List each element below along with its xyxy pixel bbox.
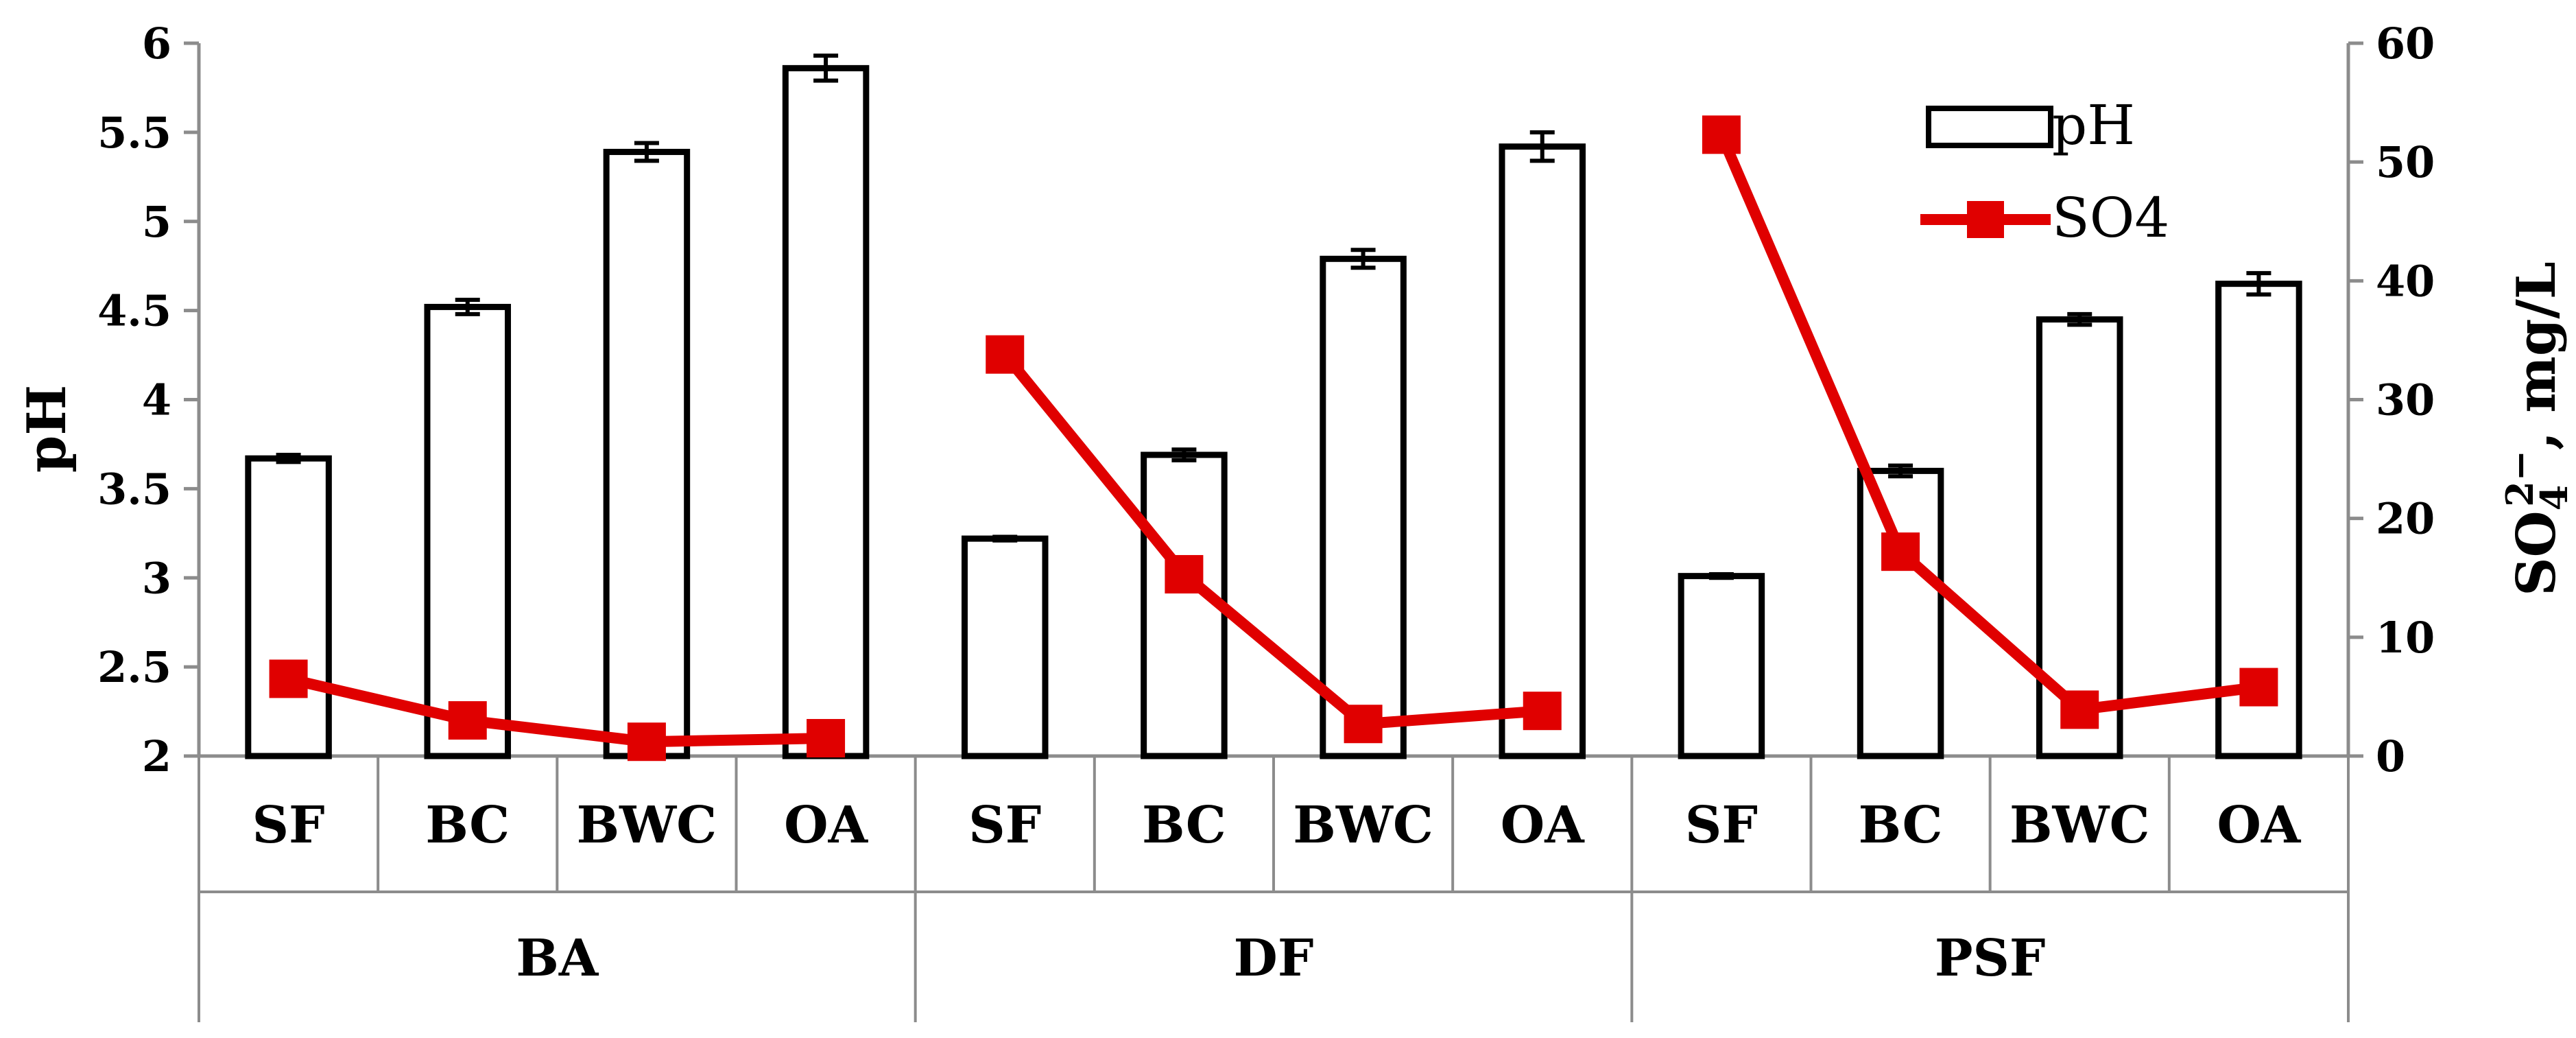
y-left-tick-label: 5.5 — [97, 108, 171, 158]
y-left-axis-title: pH — [16, 385, 78, 473]
so4-marker — [448, 701, 487, 740]
bar — [1857, 467, 1944, 759]
bar — [424, 303, 512, 759]
category-label: BC — [1142, 796, 1226, 855]
y-right-axis-title: SO42−, mg/L — [2498, 261, 2576, 595]
y-left-tick-label: 4 — [142, 375, 171, 425]
y-right-label-sub: 4 — [2532, 485, 2576, 511]
y-right-tick-label: 60 — [2376, 19, 2435, 69]
group-label: BA — [516, 929, 599, 988]
y-left-tick-label: 3 — [142, 553, 171, 603]
category-label: OA — [1501, 796, 1585, 855]
legend-so4-marker — [1967, 201, 2004, 238]
category-label: BC — [425, 796, 510, 855]
category-labels: SF BC BWC OA BA SF BC BWC OA DF SF BC BWC OA PSF — [252, 796, 2302, 988]
y-right-tick-label: 0 — [2376, 731, 2405, 781]
category-label: SF — [968, 796, 1041, 855]
y-right-label-main: SO — [2505, 510, 2568, 595]
category-label: BWC — [1293, 796, 1433, 855]
so4-marker — [1702, 115, 1741, 154]
y-left-tick-label: 5 — [142, 197, 171, 247]
y-right-tick-label: 40 — [2376, 256, 2435, 306]
bar — [603, 148, 691, 759]
category-label: SF — [1685, 796, 1758, 855]
y-left-tick-label: 6 — [142, 19, 171, 69]
so4-marker — [627, 722, 666, 762]
legend-ph-swatch — [1926, 106, 2053, 148]
legend-so4-label: SO4 — [2052, 186, 2169, 250]
error-bars — [276, 54, 2271, 580]
y-right-tick-label: 10 — [2376, 613, 2435, 663]
bar — [1678, 573, 1765, 759]
bar — [1320, 255, 1407, 759]
so4-marker — [2239, 668, 2278, 707]
y-right-tick-label: 50 — [2376, 137, 2435, 187]
category-label: BWC — [577, 796, 717, 855]
category-label: OA — [784, 796, 868, 855]
bar — [961, 535, 1049, 759]
so4-marker — [2060, 690, 2099, 729]
so4-marker — [1881, 532, 1920, 571]
legend-ph-label: pH — [2052, 93, 2135, 157]
bar — [245, 455, 332, 759]
bar — [782, 64, 870, 759]
bar — [1141, 451, 1228, 759]
so4-line-segment — [287, 673, 826, 748]
group-label: PSF — [1935, 929, 2046, 988]
so4-marker — [1344, 705, 1383, 744]
axes — [184, 41, 2363, 1022]
y-left-tick-label: 2.5 — [97, 642, 171, 692]
bar-series-ph — [245, 64, 2302, 759]
so4-marker — [807, 719, 846, 758]
category-label: OA — [2217, 796, 2301, 855]
y-right-tick-label: 30 — [2376, 375, 2435, 425]
group-label: DF — [1234, 929, 1314, 988]
y-left-tick-label: 2 — [142, 731, 171, 781]
category-label: BC — [1859, 796, 1943, 855]
category-label: SF — [252, 796, 325, 855]
so4-marker — [269, 659, 308, 698]
so4-marker — [986, 335, 1025, 374]
so4-line-segment — [1001, 351, 1543, 730]
category-label: BWC — [2009, 796, 2150, 855]
bar — [1499, 143, 1586, 759]
y-right-label-sup: 2− — [2498, 450, 2542, 507]
so4-marker — [1523, 692, 1562, 731]
y-left-tick-label: 3.5 — [97, 464, 171, 514]
so4-line-segment — [1716, 132, 2260, 716]
so4-marker — [1165, 555, 1204, 594]
y-right-label-rest: , mg/L — [2505, 261, 2568, 450]
y-right-tick-label: 20 — [2376, 494, 2435, 544]
y-left-tick-label: 4.5 — [97, 286, 171, 336]
legend: pH SO4 — [1920, 93, 2169, 250]
line-series-so4 — [269, 115, 2278, 762]
